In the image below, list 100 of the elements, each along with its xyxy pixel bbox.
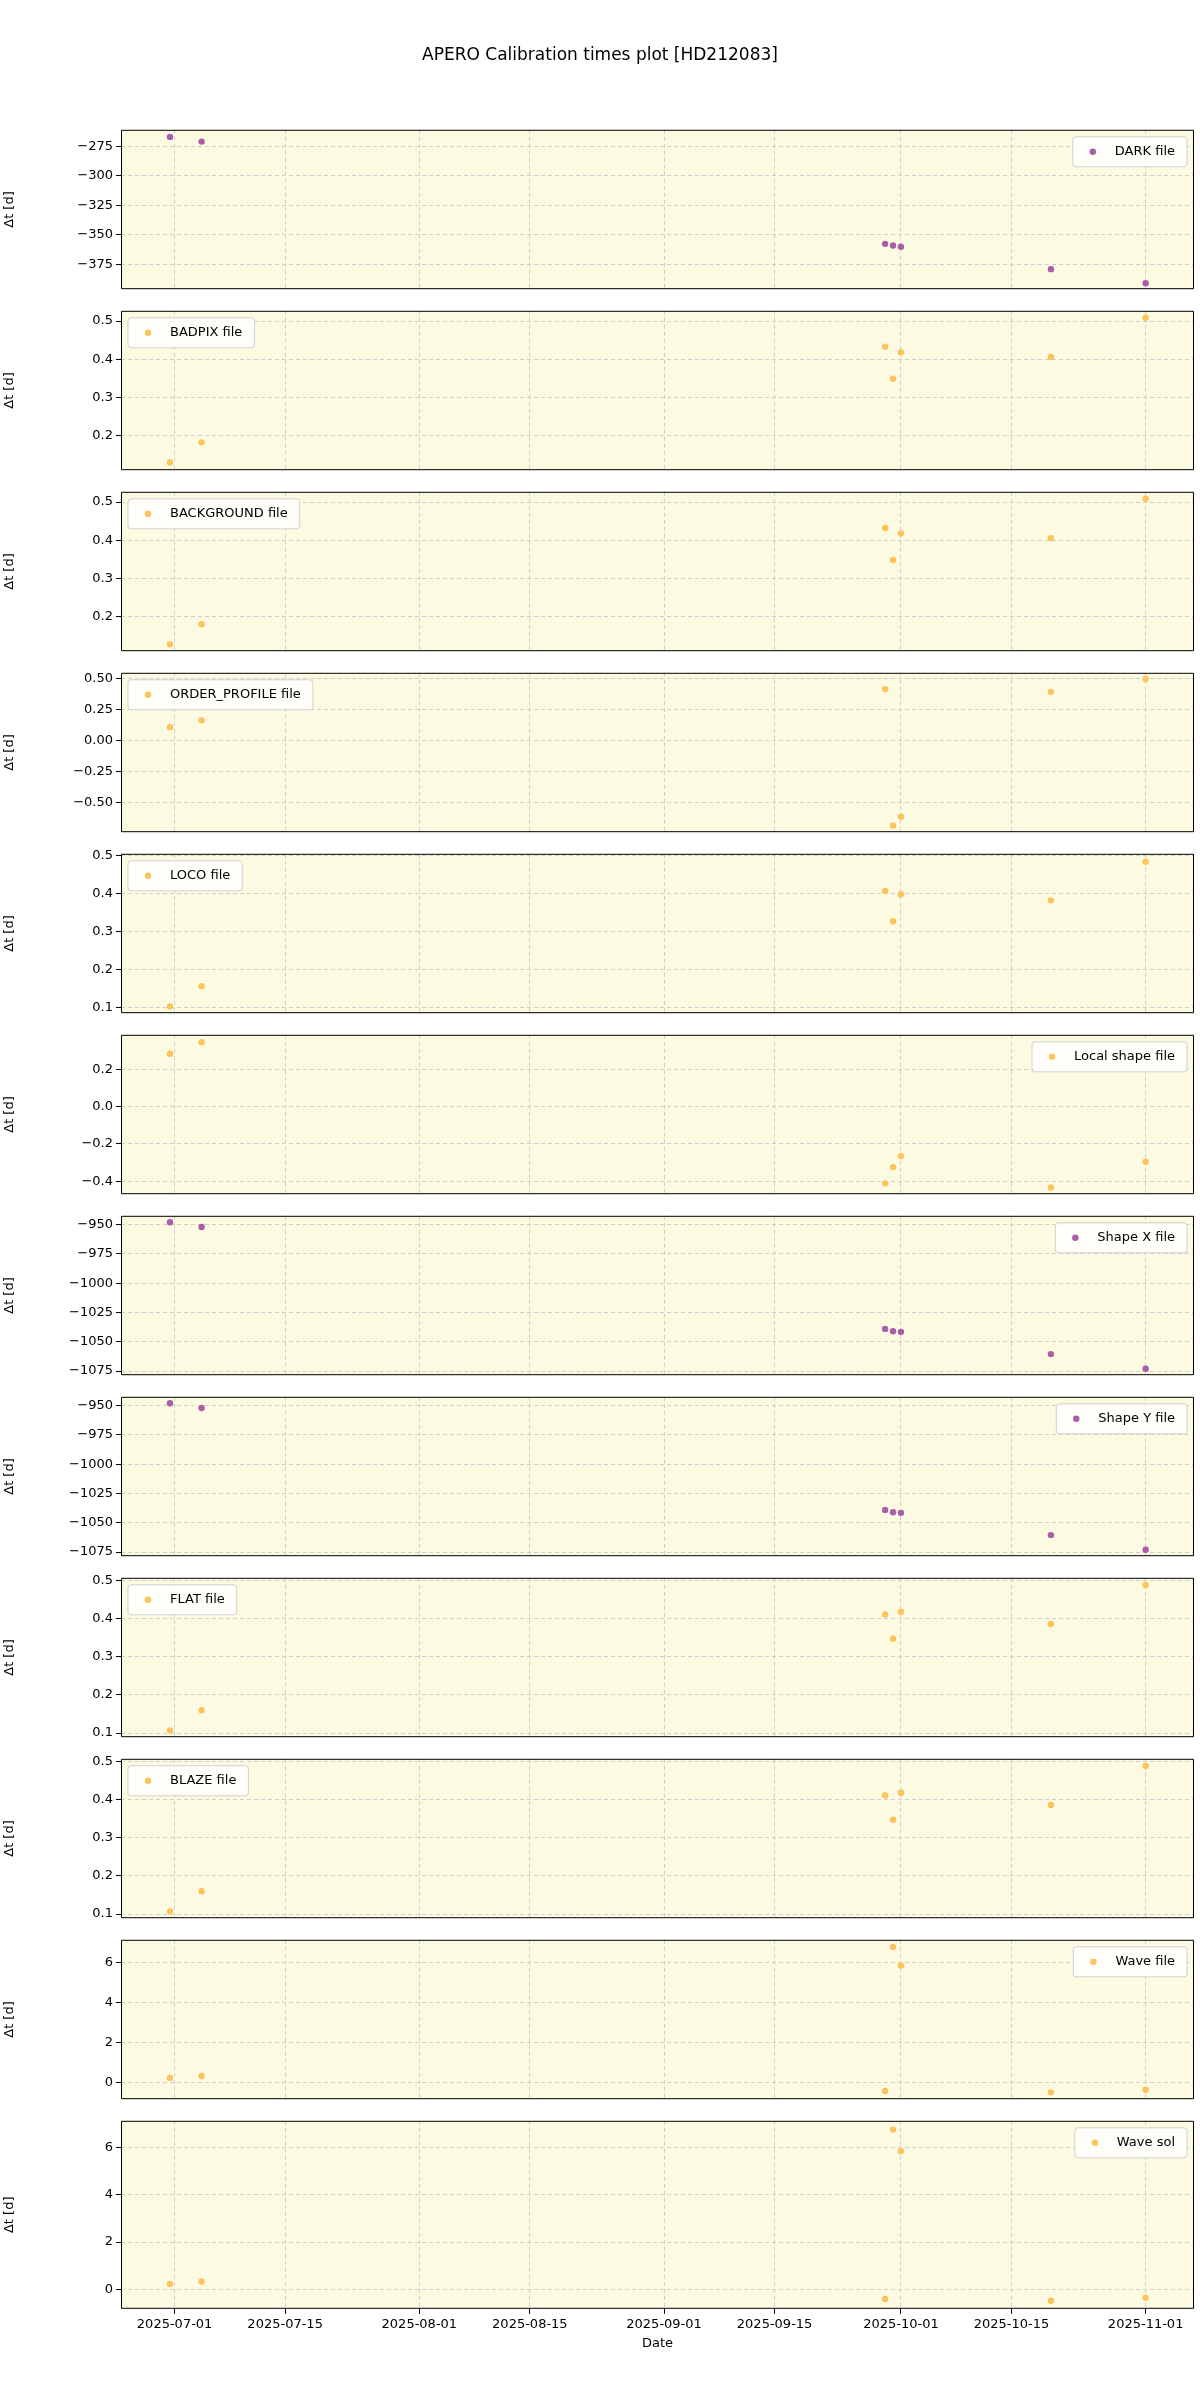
point: [1047, 1184, 1055, 1191]
y-tick-label: 6: [104, 1953, 113, 1969]
x-tick-label: 2025-09-01: [626, 2315, 702, 2331]
y-tick-label: 0.4: [92, 884, 113, 900]
y-axis-title: Δt [d]: [1, 915, 17, 952]
point: [897, 813, 905, 820]
point: [889, 1943, 897, 1951]
legend-label: LOCO file: [170, 867, 231, 883]
y-tick-label: 0.00: [84, 732, 113, 748]
y-axis-title: Δt [d]: [1, 1096, 17, 1133]
y-tick-label: −950: [77, 1396, 113, 1412]
y-tick-label: 4: [104, 2186, 113, 2201]
y-axis-title: Δt [d]: [1, 734, 17, 771]
legend-label: Wave sol: [1116, 2134, 1176, 2150]
point: [198, 138, 205, 145]
point: [881, 343, 889, 350]
point: [897, 1152, 905, 1160]
point: [198, 2278, 205, 2285]
y-tick-label: −1025: [69, 1484, 113, 1500]
point: [198, 439, 205, 446]
point: [1047, 2089, 1055, 2096]
point: [897, 349, 905, 356]
point: [889, 1328, 897, 1335]
y-tick-label: 0.2: [92, 607, 113, 623]
point: [1142, 280, 1149, 287]
point: [198, 1887, 205, 1895]
y-tick-label: 0: [104, 2074, 113, 2090]
x-tick-label: 2025-10-15: [973, 2315, 1050, 2331]
y-tick-label: 0.5: [92, 1571, 113, 1587]
point: [889, 822, 897, 829]
y-tick-label: 0.5: [92, 847, 113, 863]
point: [889, 2126, 897, 2133]
point: [166, 1003, 174, 1010]
point: [881, 240, 889, 248]
point: [1047, 1350, 1055, 1358]
y-tick-label: 0.0: [92, 1098, 113, 1114]
y-tick-label: −1050: [69, 1514, 113, 1530]
legend-label: FLAT file: [170, 1591, 225, 1607]
point: [166, 1908, 174, 1915]
point: [166, 641, 174, 648]
legend-label: Shape X file: [1097, 1229, 1176, 1245]
y-tick-label: 0.4: [92, 531, 113, 547]
point: [1047, 265, 1055, 273]
point: [198, 717, 205, 724]
x-tick-label: 2025-10-01: [863, 2315, 939, 2331]
y-tick-label: −975: [77, 1245, 113, 1261]
y-tick-label: 0.2: [92, 1686, 113, 1702]
y-tick-label: 0.1: [92, 998, 113, 1014]
y-tick-label: −1000: [69, 1455, 113, 1471]
point: [1047, 1620, 1055, 1628]
point: [897, 1789, 905, 1796]
point: [889, 242, 897, 249]
point: [1142, 314, 1149, 321]
point: [1142, 2086, 1149, 2093]
legend-label: DARK file: [1114, 143, 1176, 159]
point: [1047, 688, 1055, 696]
y-tick-label: 0.3: [92, 388, 113, 404]
point: [889, 375, 897, 382]
x-tick-label: 2025-08-15: [492, 2315, 568, 2331]
point: [1142, 1158, 1149, 1165]
point: [897, 530, 905, 537]
point: [881, 1792, 889, 1799]
point: [889, 918, 897, 925]
y-tick-label: 0.3: [92, 922, 113, 938]
point: [897, 243, 905, 250]
y-tick-label: −275: [77, 137, 113, 153]
point: [166, 2074, 174, 2082]
y-axis-title: Δt [d]: [1, 372, 17, 409]
point: [198, 2072, 205, 2080]
point: [198, 620, 205, 628]
y-tick-label: 0.4: [92, 1609, 113, 1625]
y-axis-title: Δt [d]: [1, 1639, 17, 1676]
x-tick-label: 2025-07-15: [247, 2315, 323, 2331]
y-tick-label: −375: [77, 255, 113, 271]
point: [1047, 2297, 1055, 2304]
point: [166, 133, 174, 141]
y-tick-label: 0.2: [92, 960, 113, 976]
y-tick-label: 2: [104, 2034, 113, 2050]
y-tick-label: 6: [104, 2138, 113, 2154]
y-tick-label: −950: [77, 1215, 113, 1231]
point: [889, 1635, 897, 1643]
point: [1142, 858, 1149, 865]
y-tick-label: −350: [77, 226, 113, 242]
point: [897, 1608, 905, 1615]
point: [881, 1611, 889, 1618]
point: [1047, 353, 1055, 361]
legend-label: BLAZE file: [170, 1772, 237, 1788]
point: [881, 2295, 889, 2303]
y-tick-label: 0.1: [92, 1724, 113, 1740]
y-tick-label: −325: [77, 196, 113, 212]
y-tick-label: 0.2: [92, 426, 113, 442]
chart-title: APERO Calibration times plot [HD212083]: [421, 44, 779, 64]
point: [166, 459, 174, 466]
y-tick-label: 0.4: [92, 350, 113, 366]
point: [889, 1816, 897, 1824]
y-tick-label: 0.2: [92, 1060, 113, 1076]
legend-label: BADPIX file: [170, 324, 243, 340]
point: [881, 887, 889, 895]
y-axis-title: Δt [d]: [1, 1458, 17, 1495]
y-tick-label: −1025: [69, 1303, 113, 1319]
